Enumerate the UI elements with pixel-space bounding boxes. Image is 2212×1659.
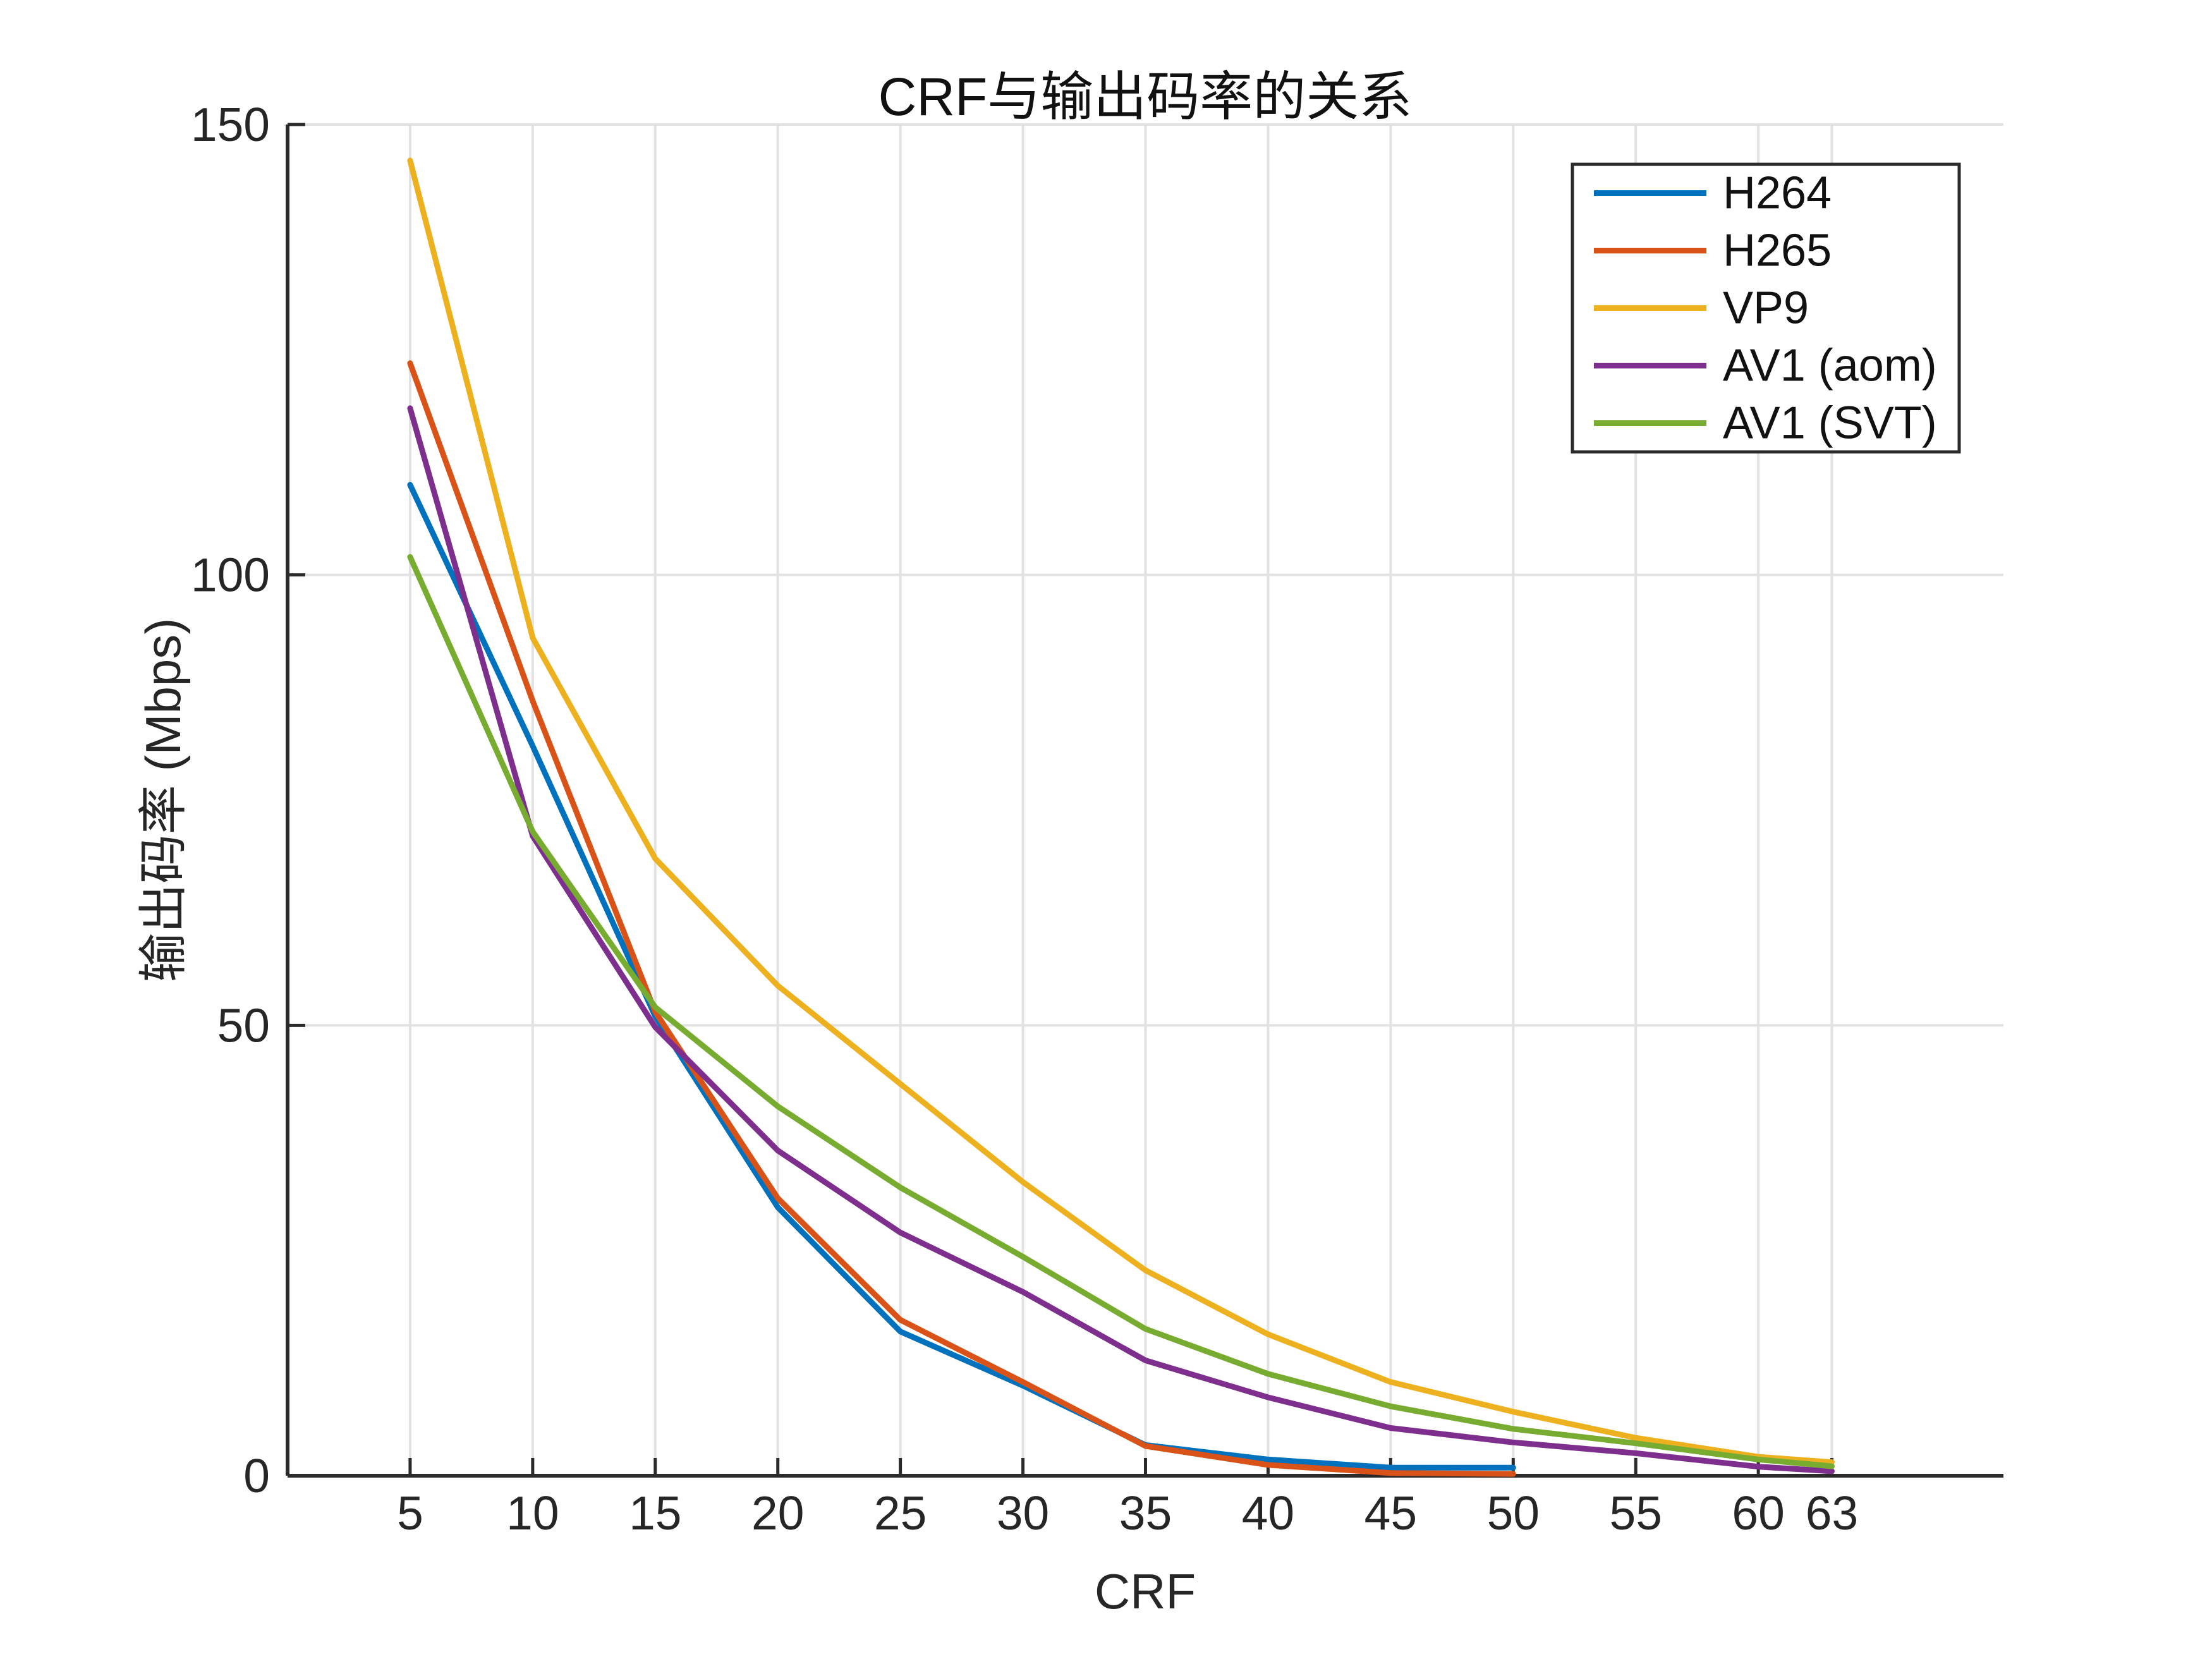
x-tick-label-30: 30 — [997, 1486, 1049, 1540]
x-tick-label-60: 60 — [1732, 1486, 1784, 1540]
x-tick-label-20: 20 — [751, 1486, 804, 1540]
legend-label-h265: H265 — [1723, 226, 1832, 276]
x-tick-label-5: 5 — [397, 1486, 423, 1540]
series-line-h264 — [407, 482, 1516, 1471]
legend-label-av1-aom-: AV1 (aom) — [1723, 341, 1937, 391]
y-tick-label-50: 50 — [217, 999, 270, 1052]
legend: H264 H265 VP9 AV1 (aom) AV1 (SVT) — [1571, 162, 1961, 454]
x-tick-label-15: 15 — [629, 1486, 681, 1540]
legend-label-av1-svt-: AV1 (SVT) — [1723, 398, 1937, 449]
x-tick-label-40: 40 — [1242, 1486, 1294, 1540]
y-tick-label-150: 150 — [191, 98, 270, 151]
x-tick-label-55: 55 — [1609, 1486, 1662, 1540]
series-layer — [407, 157, 1835, 1477]
y-axis-label: 输出码率 (Mbps) — [135, 618, 191, 982]
series-line-av1-svt- — [407, 554, 1835, 1469]
x-tick-label-10: 10 — [506, 1486, 559, 1540]
y-tick-label-100: 100 — [191, 549, 270, 602]
x-tick-label-35: 35 — [1119, 1486, 1172, 1540]
tick-label-layer: 5 10 15 20 25 30 35 40 45 50 55 60 63 0 50 100 150 — [191, 98, 1858, 1540]
chart-title: CRF与输出码率的关系 — [878, 67, 1413, 126]
series-line-h265 — [407, 360, 1516, 1477]
legend-label-h264: H264 — [1723, 168, 1832, 219]
axis-layer — [286, 123, 2003, 1478]
x-tick-label-45: 45 — [1364, 1486, 1417, 1540]
x-axis-label: CRF — [1095, 1564, 1196, 1619]
legend-label-vp9: VP9 — [1723, 283, 1809, 334]
series-line-av1-aom- — [407, 405, 1835, 1474]
series-line-vp9 — [407, 157, 1835, 1466]
y-tick-label-0: 0 — [243, 1449, 270, 1502]
x-tick-label-63: 63 — [1806, 1486, 1858, 1540]
x-tick-label-25: 25 — [874, 1486, 927, 1540]
x-tick-label-50: 50 — [1487, 1486, 1540, 1540]
